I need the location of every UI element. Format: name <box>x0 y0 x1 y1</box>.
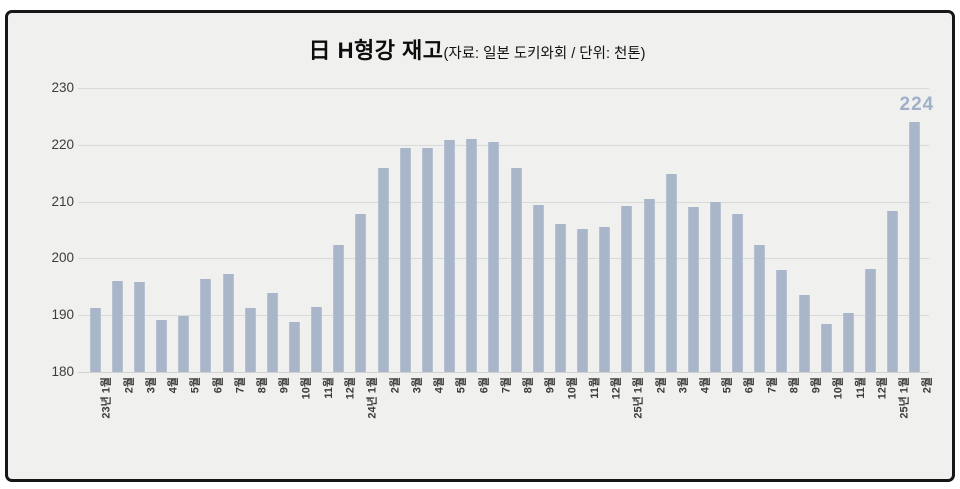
x-axis-tick-label: 4월 <box>699 377 712 394</box>
bar <box>887 211 899 372</box>
bar <box>156 319 168 372</box>
bar <box>842 312 854 372</box>
x-axis-tick-label: 10월 <box>566 377 579 400</box>
x-axis-tick-label: 25년 1월 <box>632 377 645 419</box>
bar <box>621 205 633 372</box>
x-axis-tick-label: 5월 <box>721 377 734 394</box>
bar <box>289 322 300 372</box>
y-axis-tick-label: 190 <box>51 307 74 323</box>
bar <box>776 269 788 372</box>
chart-inner: 日 H형강 재고(자료: 일본 도키와회 / 단위: 천톤) 230 220 210… <box>8 13 946 473</box>
bar <box>222 273 234 372</box>
x-axis-tick-label: 10월 <box>300 377 313 400</box>
bar <box>488 141 500 372</box>
bar <box>178 315 190 372</box>
bar <box>554 224 566 372</box>
bar <box>444 140 456 372</box>
x-axis-tick-label: 5월 <box>189 377 202 394</box>
x-axis-tick-label: 12월 <box>610 377 623 400</box>
y-axis-tick-label: 220 <box>51 136 74 152</box>
x-axis-tick-label: 6월 <box>477 377 490 394</box>
last-value-label: 224 <box>899 94 935 116</box>
x-axis-tick-label: 3월 <box>677 377 690 394</box>
bar <box>311 307 323 372</box>
chart-title: 日 H형강 재고 <box>308 38 444 63</box>
bar <box>820 324 832 372</box>
x-axis-tick-label: 2월 <box>920 377 933 394</box>
gridline-200 <box>78 258 929 260</box>
bar <box>133 281 145 372</box>
x-axis-tick-label: 25년 1월 <box>898 377 911 419</box>
chart-subtitle: (자료: 일본 도키와회 / 단위: 천톤) <box>443 46 646 62</box>
bar <box>377 167 389 372</box>
bar <box>909 122 921 372</box>
x-axis-tick-label: 8월 <box>787 377 800 394</box>
x-axis-tick-label: 9월 <box>278 377 291 394</box>
x-axis-tick-label: 4월 <box>167 377 180 394</box>
x-axis-tick-label: 3월 <box>145 377 158 394</box>
bar <box>687 206 699 372</box>
bar <box>865 268 877 372</box>
x-axis-tick-label: 9월 <box>810 377 823 394</box>
bar <box>244 308 256 372</box>
x-axis-tick-label: 7월 <box>499 377 512 394</box>
bar <box>421 147 433 372</box>
gridline-180 <box>78 372 929 373</box>
bar <box>710 201 721 372</box>
x-axis-tick-label: 8월 <box>522 377 535 394</box>
x-axis-tick-label: 24년 1월 <box>366 377 379 419</box>
x-axis-tick-label: 11월 <box>322 377 335 399</box>
bar <box>89 307 101 372</box>
bar <box>266 293 278 372</box>
x-axis-tick-label: 3월 <box>411 377 424 394</box>
bar <box>798 295 810 372</box>
x-axis-tick-label: 4월 <box>433 377 446 394</box>
chart-title-row: 日 H형강 재고(자료: 일본 도키와회 / 단위: 천톤) <box>8 33 946 65</box>
bar <box>754 245 766 372</box>
x-axis-tick-label: 8월 <box>256 377 269 394</box>
bar <box>200 278 212 372</box>
x-axis-tick-label: 2월 <box>123 377 136 394</box>
bar <box>599 227 611 372</box>
bar <box>510 167 522 372</box>
gridline-210 <box>78 201 929 203</box>
bar <box>732 214 744 372</box>
x-axis-tick-label: 11월 <box>854 377 867 399</box>
bar <box>111 281 123 372</box>
x-axis-tick-label: 12월 <box>344 377 357 400</box>
bar <box>665 173 677 372</box>
gridline-230 <box>78 88 929 89</box>
x-axis-tick-label: 7월 <box>234 377 247 394</box>
gridline-220 <box>78 144 929 146</box>
bar <box>355 214 367 372</box>
chart-frame: 日 H형강 재고(자료: 일본 도키와회 / 단위: 천톤) 230 220 210… <box>5 10 955 482</box>
bar <box>333 245 345 372</box>
bar <box>643 198 655 372</box>
x-axis-tick-label: 23년 1월 <box>101 377 114 419</box>
y-axis-tick-label: 210 <box>51 193 74 209</box>
bar <box>399 148 411 372</box>
bar <box>577 228 589 372</box>
x-axis-tick-label: 12월 <box>876 377 889 400</box>
bar <box>466 139 478 372</box>
x-axis-tick-label: 11월 <box>588 377 601 399</box>
gridline-190 <box>78 315 929 317</box>
bar <box>532 205 544 372</box>
x-axis-tick-label: 9월 <box>544 377 557 394</box>
x-axis-tick-label: 2월 <box>655 377 668 394</box>
y-axis-tick-label: 180 <box>51 364 74 379</box>
x-axis-tick-label: 7월 <box>765 377 778 394</box>
x-axis-tick-label: 10월 <box>832 377 845 400</box>
y-axis-tick-label: 230 <box>51 80 74 95</box>
x-axis-tick-label: 5월 <box>455 377 468 394</box>
x-axis-tick-label: 2월 <box>389 377 402 394</box>
x-axis-tick-label: 6월 <box>743 377 756 394</box>
y-axis-tick-label: 200 <box>51 250 74 266</box>
x-axis-tick-label: 6월 <box>211 377 224 394</box>
